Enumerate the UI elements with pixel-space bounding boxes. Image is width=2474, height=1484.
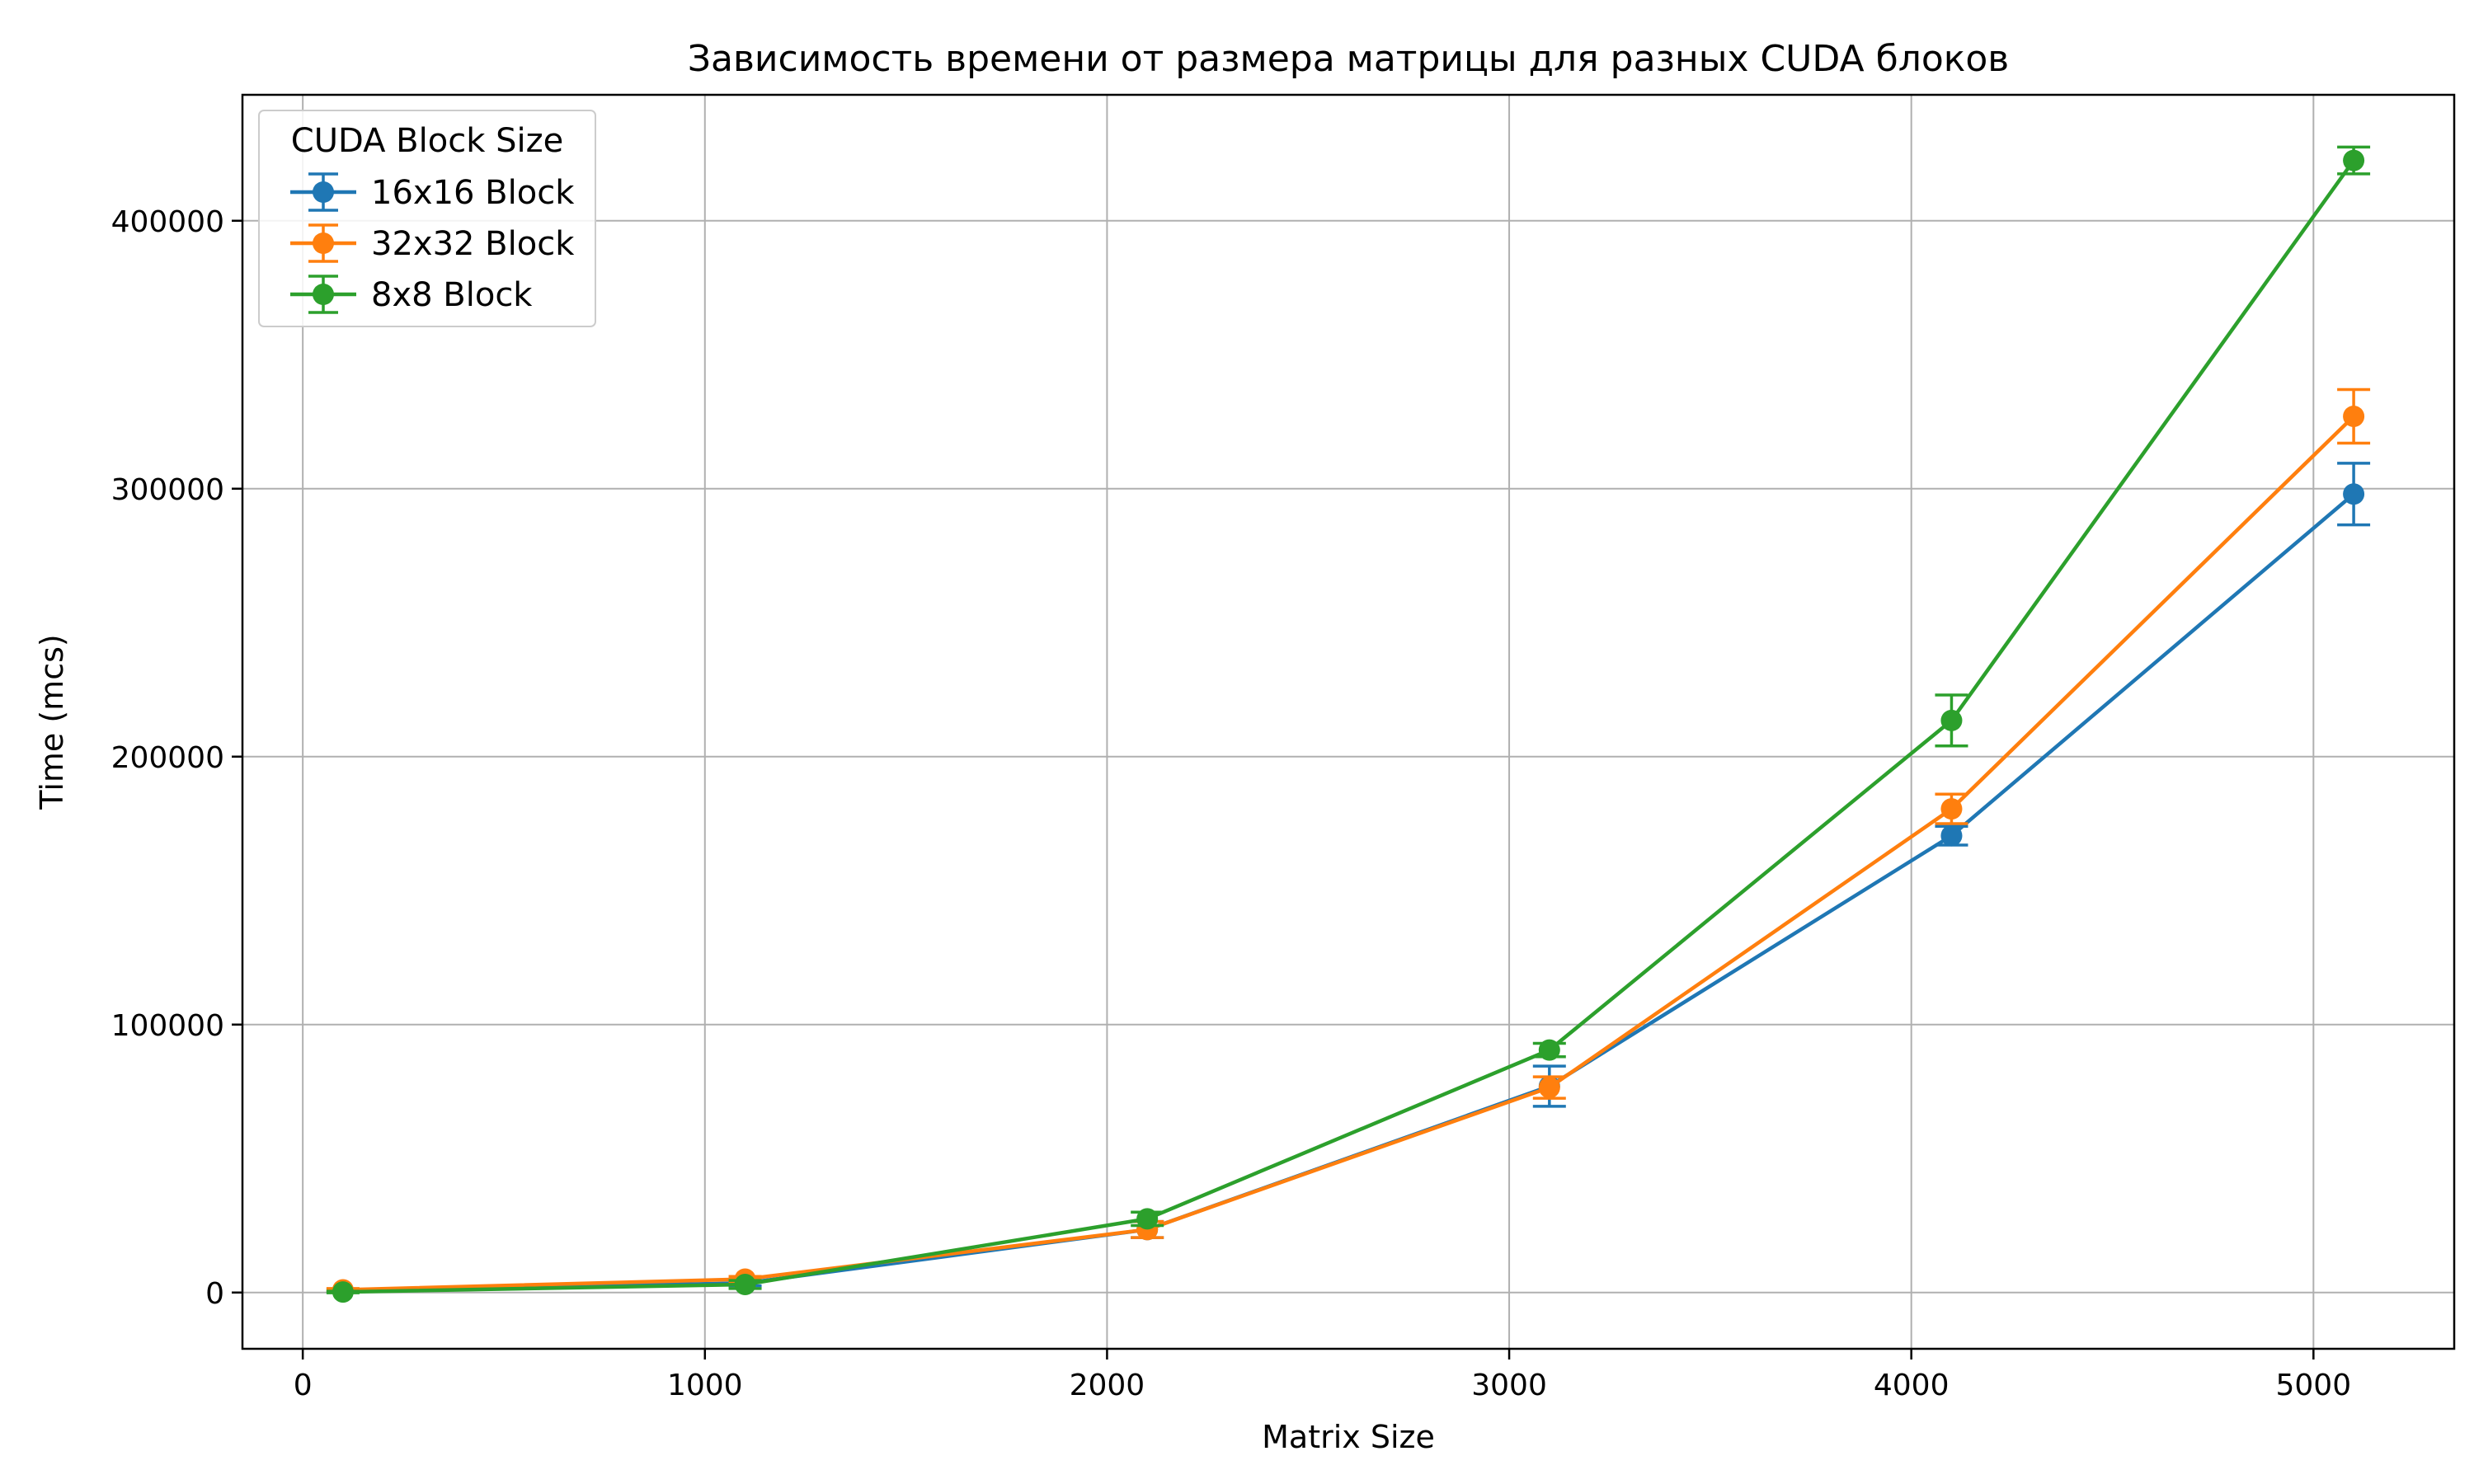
data-point <box>1940 798 1963 820</box>
data-point <box>734 1274 756 1295</box>
legend-title: CUDA Block Size <box>291 122 563 160</box>
series-line <box>342 159 2355 1294</box>
data-point <box>332 1281 354 1303</box>
data-point <box>1940 709 1963 731</box>
series-layer <box>326 145 2371 1303</box>
y-tick-label: 200000 <box>111 741 224 775</box>
legend-entry: 32x32 Block <box>371 225 575 263</box>
x-tick-label: 3000 <box>1471 1369 1547 1402</box>
chart-title: Зависимость времени от размера матрицы д… <box>688 38 2009 80</box>
data-point <box>2343 483 2365 505</box>
axis-ticks: 0 1000 2000 3000 4000 5000 0 100000 200000 300000… <box>111 205 2352 1402</box>
legend-marker <box>313 181 334 203</box>
plot-frame <box>241 93 2456 1350</box>
data-point <box>1538 1039 1560 1061</box>
legend-entry: 8x8 Block <box>371 276 533 314</box>
grid-lines <box>242 95 2454 1349</box>
data-point <box>2343 149 2365 171</box>
y-tick-label: 400000 <box>111 205 224 239</box>
legend-box <box>258 110 596 327</box>
x-tick-label: 2000 <box>1070 1369 1145 1402</box>
data-point <box>1136 1208 1159 1230</box>
x-axis-label: Matrix Size <box>1262 1419 1435 1455</box>
y-tick-label: 300000 <box>111 473 224 507</box>
data-point <box>1538 1077 1560 1099</box>
data-point <box>1940 824 1963 847</box>
data-point <box>2343 406 2365 427</box>
legend-marker <box>313 232 334 254</box>
legend: CUDA Block Size 16x16 Block 32x32 Block 8x… <box>258 110 596 327</box>
y-axis-label: Time (mcs) <box>34 634 70 810</box>
series-8x8-block <box>326 145 2371 1303</box>
y-tick-label: 100000 <box>111 1009 224 1043</box>
x-tick-label: 0 <box>294 1369 313 1402</box>
legend-entry: 16x16 Block <box>371 174 575 212</box>
x-tick-label: 4000 <box>1874 1369 1950 1402</box>
legend-marker <box>313 284 334 305</box>
y-tick-label: 0 <box>205 1277 224 1311</box>
series-line <box>342 415 2355 1292</box>
x-tick-label: 5000 <box>2276 1369 2352 1402</box>
x-tick-label: 1000 <box>667 1369 743 1402</box>
